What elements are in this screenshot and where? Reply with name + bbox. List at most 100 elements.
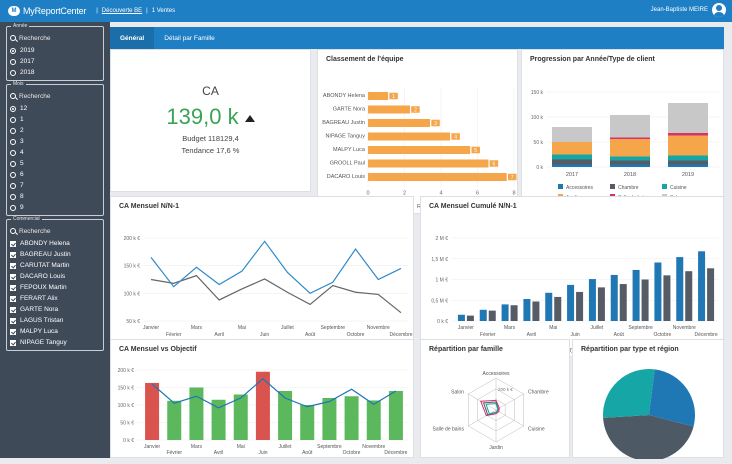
objective-card: CA Mensuel vs Objectif 0 k € 50 k € 100 k …	[110, 339, 414, 458]
x-tick-label: Avril	[214, 450, 224, 456]
radar-axis-label: Accessoires	[483, 371, 510, 377]
commercial-option[interactable]: BAGREAU Justin	[10, 249, 100, 260]
month-option[interactable]: 5	[10, 158, 100, 169]
breadcrumb-decouverte[interactable]: Découverte BE	[101, 8, 143, 14]
month-option[interactable]: 7	[10, 180, 100, 191]
kpi-trend: Tendance 17,6 %	[181, 146, 240, 155]
x-tick-label: Juillet	[279, 444, 292, 450]
commercial-option[interactable]: CARUTAT Martin	[10, 260, 100, 271]
month-option[interactable]: 12	[10, 103, 100, 114]
cumul-title: CA Mensuel Cumulé N/N-1	[429, 203, 517, 210]
y-tick-label: 150 k €	[124, 264, 141, 270]
month-search[interactable]: Recherche	[10, 91, 100, 101]
x-tick-label: 2019	[682, 172, 694, 178]
stacked-bar-segment	[552, 154, 592, 160]
search-icon	[10, 35, 16, 41]
commercial-option[interactable]: FEPOUX Martin	[10, 282, 100, 293]
month-option[interactable]: 9	[10, 202, 100, 213]
commercial-option[interactable]: ABONDY Helena	[10, 238, 100, 249]
checkbox-icon	[10, 295, 16, 302]
avatar[interactable]	[712, 3, 726, 17]
y-tick-label: 150 k €	[118, 386, 135, 392]
x-tick-label: Décembre	[384, 450, 407, 456]
stacked-bar-segment	[668, 160, 708, 165]
bar-ca-n1-cumul	[707, 268, 715, 321]
year-option-2018[interactable]: 2018	[10, 67, 100, 78]
rank-label: 4	[454, 135, 457, 141]
month-option[interactable]: 2	[10, 125, 100, 136]
month-option[interactable]: 3	[10, 136, 100, 147]
stacked-bar-segment	[552, 127, 592, 142]
radar-axis	[495, 393, 524, 411]
radio-icon	[10, 138, 16, 145]
radio-icon	[10, 193, 16, 200]
stacked-bar-segment	[668, 133, 708, 136]
stacked-bar-segment	[552, 142, 592, 155]
team-bar	[368, 132, 451, 141]
checkbox-icon	[10, 317, 16, 324]
year-search[interactable]: Recherche	[10, 33, 100, 43]
commercial-option[interactable]: FERART Alix	[10, 293, 100, 304]
year-option-2019[interactable]: 2019	[10, 45, 100, 56]
x-tick-label: Septembre	[321, 325, 346, 331]
app-logo[interactable]: M MyReportCenter	[8, 6, 86, 16]
commercial-option[interactable]: MALPY Luca	[10, 326, 100, 337]
bar-ca-n1-cumul	[619, 284, 627, 321]
stacked-bar-segment	[552, 159, 592, 165]
bar-ca-n-cumul	[567, 284, 575, 321]
user-menu[interactable]: Jean-Baptiste MEIRE	[651, 3, 726, 17]
month-option[interactable]: 6	[10, 169, 100, 180]
commercial-option[interactable]: DACARO Louis	[10, 271, 100, 282]
bar-ca-n-cumul	[654, 262, 662, 321]
bar-ca-n-cumul	[632, 269, 640, 321]
cumul-chart: 0 k € 0,5 M € 1 M € 1,5 M € 2 M € Janvier Mars…	[431, 236, 719, 354]
radio-icon	[10, 47, 16, 54]
top-bar: M MyReportCenter | Découverte BE | 1 Ven…	[0, 0, 732, 22]
bar-ca-n-cumul	[501, 304, 509, 321]
objective-chart: 0 k € 50 k € 100 k € 150 k € 200 k € Janvier M…	[118, 368, 409, 456]
x-tick-label: 8	[512, 191, 515, 197]
commercial-option[interactable]: NIPAGE Tanguy	[10, 337, 100, 348]
tab-general[interactable]: Général	[110, 27, 155, 49]
commercial-option[interactable]: LAGUS Tristan	[10, 315, 100, 326]
filter-sidebar: Année Recherche 2019 2017 2018 Mois Rech…	[0, 22, 110, 458]
year-filter-title: Année	[11, 23, 30, 29]
x-tick-label: Juin	[570, 332, 579, 338]
kpi-budget: Budget 118129,4	[182, 134, 239, 143]
rank-badge	[489, 159, 499, 168]
x-tick-label: 0	[366, 191, 369, 197]
y-tick-label: 50 k €	[120, 421, 134, 427]
cumul-card: CA Mensuel Cumulé N/N-1 0 k € 0,5 M € 1 M …	[420, 196, 724, 357]
progression-card: Progression par Année/Type de client 0 k…	[521, 49, 724, 214]
radar-axis-label: Salon	[451, 390, 464, 396]
commercial-search[interactable]: Recherche	[10, 226, 100, 236]
bar-ca-n-cumul	[523, 299, 531, 321]
month-option[interactable]: 8	[10, 191, 100, 202]
stacked-bar-segment	[668, 103, 708, 133]
radio-icon	[10, 58, 16, 65]
tab-detail-famille[interactable]: Détail par Famille	[164, 34, 215, 42]
team-bar	[368, 173, 507, 181]
month-option[interactable]: 1	[10, 114, 100, 125]
commercial-option[interactable]: GARTE Nora	[10, 304, 100, 315]
stacked-bar-segment	[610, 139, 650, 157]
search-label: Recherche	[19, 227, 51, 235]
bar-ca-monthly	[233, 394, 248, 440]
team-ranking-title: Classement de l'équipe	[326, 56, 404, 63]
stacked-bar-segment	[610, 115, 650, 138]
bar-ca-n-cumul	[588, 279, 596, 321]
x-tick-label: 2017	[566, 172, 578, 178]
family-card: Répartition par famille Accessoires Chamb…	[420, 339, 570, 458]
bar-ca-n1-cumul	[532, 301, 540, 321]
breadcrumb-sep: |	[96, 8, 98, 14]
year-option-2017[interactable]: 2017	[10, 56, 100, 67]
month-option[interactable]: 4	[10, 147, 100, 158]
radar-series	[485, 403, 499, 415]
team-bar	[368, 119, 431, 127]
region-title: Répartition par type et région	[581, 346, 679, 353]
legend-label: Accessoires	[566, 185, 593, 191]
checkbox-icon	[10, 273, 16, 280]
stacked-bar-segment	[610, 164, 650, 167]
team-member-label: ABONDY Helena	[323, 93, 366, 99]
x-tick-label: Mai	[237, 444, 245, 450]
